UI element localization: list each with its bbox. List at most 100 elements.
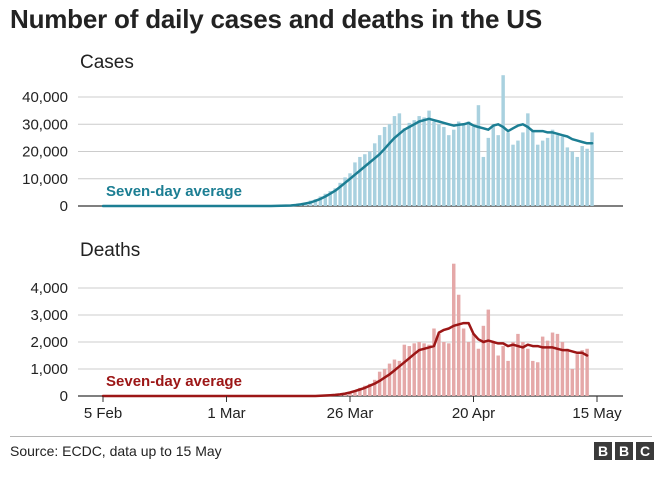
deaths-bar <box>427 344 431 396</box>
deaths-bar <box>570 369 575 396</box>
deaths-bar <box>521 342 525 396</box>
cases-bar <box>392 116 397 206</box>
x-tick-label: 5 Feb <box>84 405 122 422</box>
deaths-bar <box>531 360 535 396</box>
deaths-bar <box>407 346 412 396</box>
cases-y-axis: 0 10,000 20,000 30,000 40,000 <box>22 89 68 215</box>
cases-bar <box>511 144 515 206</box>
deaths-y-tick-label: 1,000 <box>30 361 68 378</box>
deaths-bar <box>575 354 579 396</box>
cases-bar <box>590 132 594 206</box>
cases-y-tick-label: 40,000 <box>22 89 68 106</box>
deaths-bar <box>461 328 466 396</box>
deaths-bar <box>585 348 589 396</box>
cases-bar <box>427 110 431 206</box>
cases-bar <box>461 124 466 206</box>
deaths-bar <box>501 346 505 396</box>
deaths-bar <box>496 355 500 396</box>
cases-bar <box>545 137 550 206</box>
cases-bar <box>343 177 347 206</box>
cases-bar <box>491 124 495 206</box>
cases-bar <box>575 156 579 206</box>
deaths-bar <box>417 342 421 396</box>
cases-bar <box>348 173 352 206</box>
cases-bar <box>412 120 416 206</box>
cases-bar <box>486 137 491 206</box>
deaths-y-tick-label: 3,000 <box>30 307 68 324</box>
cases-bar <box>432 121 436 206</box>
deaths-bar <box>377 371 382 396</box>
cases-bar <box>363 154 367 206</box>
cases-bar <box>540 140 545 206</box>
cases-bar <box>452 129 456 206</box>
cases-bar <box>516 140 520 206</box>
source-note: Source: ECDC, data up to 15 May <box>10 443 222 459</box>
cases-average-line-group <box>101 117 594 208</box>
deaths-bar <box>486 309 491 396</box>
logo-letter-b2: B <box>615 442 633 460</box>
cases-bars <box>269 75 594 206</box>
deaths-bars <box>338 263 589 396</box>
x-tick-label: 1 Mar <box>207 405 245 422</box>
deaths-bar <box>387 363 392 396</box>
deaths-bar <box>516 333 520 396</box>
deaths-bar <box>397 360 402 396</box>
cases-bar <box>531 131 535 206</box>
deaths-bar <box>526 348 530 396</box>
deaths-average-line <box>101 321 589 398</box>
deaths-average-line-group <box>101 321 589 398</box>
deaths-bar <box>442 342 446 396</box>
deaths-bar <box>555 333 560 396</box>
deaths-bar <box>540 336 545 396</box>
cases-bar <box>496 135 500 206</box>
deaths-average-label: Seven-day average <box>106 373 242 390</box>
cases-bar <box>318 196 323 206</box>
deaths-bar <box>447 343 451 396</box>
cases-bar <box>358 156 362 206</box>
cases-bar <box>550 129 555 206</box>
deaths-bar <box>392 359 397 396</box>
cases-average-line <box>101 117 594 208</box>
deaths-bar <box>382 369 387 396</box>
cases-bar <box>328 191 332 206</box>
deaths-bar <box>560 342 565 396</box>
x-axis: 5 Feb 1 Mar 26 Mar 20 Apr 15 May <box>84 396 622 422</box>
deaths-bar <box>481 325 486 396</box>
deaths-bar <box>471 333 476 396</box>
deaths-bar <box>353 390 357 396</box>
deaths-bar <box>466 342 471 396</box>
cases-bar <box>476 105 481 206</box>
cases-bar <box>372 143 377 206</box>
cases-bar <box>570 151 575 206</box>
chart-title: Number of daily cases and deaths in the … <box>10 4 542 34</box>
deaths-bar <box>372 379 377 396</box>
cases-bar <box>501 75 505 206</box>
cases-bar <box>377 135 382 206</box>
cases-bar <box>585 148 589 206</box>
deaths-bar <box>535 362 540 396</box>
cases-bar <box>402 128 407 206</box>
deaths-bar <box>580 350 584 396</box>
cases-bar <box>555 135 560 206</box>
footer-divider <box>10 436 652 437</box>
deaths-bar <box>412 343 416 396</box>
cases-bar <box>526 113 530 206</box>
cases-y-tick-label: 10,000 <box>22 171 68 188</box>
deaths-bar <box>363 385 367 396</box>
deaths-bar <box>456 294 461 396</box>
cases-average-label: Seven-day average <box>106 183 242 200</box>
cases-bar <box>313 199 318 206</box>
cases-panel-title: Cases <box>80 52 134 73</box>
cases-bar <box>397 113 402 206</box>
deaths-bar <box>511 342 515 396</box>
deaths-bar <box>422 343 426 396</box>
cases-y-tick-label: 0 <box>60 198 68 215</box>
x-tick-label: 26 Mar <box>327 405 374 422</box>
cases-bar <box>471 126 476 206</box>
cases-bar <box>323 193 328 206</box>
deaths-y-tick-label: 4,000 <box>30 280 68 297</box>
deaths-bar <box>358 387 362 396</box>
deaths-bar <box>437 333 441 396</box>
cases-bar <box>422 117 426 206</box>
deaths-bar <box>491 342 495 396</box>
